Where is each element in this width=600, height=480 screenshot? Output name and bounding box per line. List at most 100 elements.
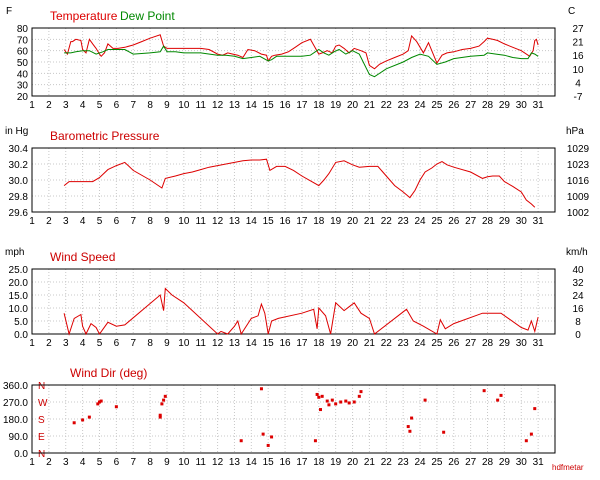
wind-dir-point xyxy=(163,394,167,398)
x-tick-label: 18 xyxy=(313,100,325,111)
wind-dir-point xyxy=(406,425,410,429)
y-tick-label: 25.0 xyxy=(9,265,29,276)
x-tick-label: 31 xyxy=(533,338,545,349)
wind-dir-point xyxy=(261,432,265,436)
wind-dir-point xyxy=(339,400,343,404)
x-tick-label: 11 xyxy=(196,100,207,111)
x-tick-label: 13 xyxy=(229,216,241,227)
wind-dir-point xyxy=(317,395,321,399)
wind-dir-point xyxy=(410,416,414,420)
y-tick-label: 180.0 xyxy=(3,415,28,426)
x-tick-label: 29 xyxy=(499,216,511,227)
x-tick-label: 22 xyxy=(381,457,393,468)
wind-dir-point xyxy=(315,392,319,396)
wind-dir-point xyxy=(160,402,164,406)
x-tick-label: 30 xyxy=(516,100,528,111)
wind-dir-point xyxy=(408,429,412,433)
x-tick-label: 28 xyxy=(482,216,494,227)
right-axis-label: 1009 xyxy=(567,192,590,203)
right-axis-label: 16 xyxy=(572,304,584,315)
wind-dir-point xyxy=(330,398,334,402)
right-unit-label: hPa xyxy=(566,126,584,137)
x-tick-label: 21 xyxy=(364,100,376,111)
y-tick-label: 29.8 xyxy=(9,192,29,203)
x-tick-label: 19 xyxy=(330,457,342,468)
x-tick-label: 10 xyxy=(178,216,190,227)
plot-frame xyxy=(31,147,556,213)
left-unit-label: F xyxy=(6,6,12,17)
x-tick-label: 26 xyxy=(448,216,460,227)
x-tick-label: 9 xyxy=(164,338,170,349)
x-tick-label: 21 xyxy=(364,457,376,468)
x-tick-label: 22 xyxy=(381,216,393,227)
legend-dew-point: Dew Point xyxy=(120,9,175,23)
x-tick-label: 14 xyxy=(246,100,258,111)
y-tick-label: 60 xyxy=(17,47,29,58)
y-tick-label: 20 xyxy=(17,92,29,103)
x-tick-label: 3 xyxy=(63,216,69,227)
x-tick-label: 9 xyxy=(164,216,170,227)
compass-label: S xyxy=(38,415,45,426)
x-tick-label: 12 xyxy=(212,216,224,227)
x-tick-label: 7 xyxy=(130,100,136,111)
x-tick-label: 13 xyxy=(229,457,241,468)
wind-dir-point xyxy=(318,408,322,412)
x-tick-label: 28 xyxy=(482,338,494,349)
x-tick-label: 19 xyxy=(330,100,342,111)
wind-dir-point xyxy=(114,405,118,409)
x-tick-label: 19 xyxy=(330,216,342,227)
x-tick-label: 26 xyxy=(448,457,460,468)
wind-dir-point xyxy=(81,418,85,422)
wind-dir-point xyxy=(158,415,162,419)
x-tick-label: 4 xyxy=(80,457,86,468)
x-tick-label: 22 xyxy=(381,338,393,349)
wind-dir-point xyxy=(270,435,274,439)
wind-dir-point xyxy=(72,421,76,425)
wind-dir-point xyxy=(162,398,166,402)
wind-dir-point xyxy=(482,389,486,393)
wind-dir-point xyxy=(423,398,427,402)
x-tick-label: 20 xyxy=(347,216,359,227)
plot-frame xyxy=(31,268,556,335)
y-tick-label: 0.0 xyxy=(14,449,28,460)
x-tick-label: 12 xyxy=(212,457,224,468)
x-tick-label: 12 xyxy=(212,338,224,349)
x-tick-label: 26 xyxy=(448,338,460,349)
x-tick-label: 1 xyxy=(29,100,35,111)
x-tick-label: 6 xyxy=(114,100,120,111)
x-tick-label: 5 xyxy=(97,216,103,227)
x-tick-label: 1 xyxy=(29,338,35,349)
x-tick-label: 5 xyxy=(97,338,103,349)
x-tick-label: 27 xyxy=(465,457,477,468)
right-axis-label: 10 xyxy=(572,65,584,76)
right-unit-label: C xyxy=(568,6,575,17)
x-tick-label: 31 xyxy=(533,216,545,227)
right-axis-label: 16 xyxy=(572,51,584,62)
plot-frame xyxy=(31,384,556,454)
x-tick-label: 13 xyxy=(229,338,241,349)
y-tick-label: 40 xyxy=(17,69,29,80)
compass-label: W xyxy=(38,398,48,409)
x-tick-label: 27 xyxy=(465,338,477,349)
right-axis-label: 4 xyxy=(575,78,581,89)
x-tick-label: 30 xyxy=(516,338,528,349)
wind-dir-point xyxy=(499,393,503,397)
x-tick-label: 20 xyxy=(347,100,359,111)
legend-temperature: Temperature xyxy=(50,9,118,23)
y-tick-label: 29.6 xyxy=(9,208,29,219)
plot-frame xyxy=(31,27,556,97)
x-tick-label: 8 xyxy=(147,338,153,349)
x-tick-label: 6 xyxy=(114,338,120,349)
x-tick-label: 25 xyxy=(431,457,443,468)
compass-label: N xyxy=(38,381,45,392)
x-tick-label: 27 xyxy=(465,100,477,111)
x-tick-label: 15 xyxy=(263,457,275,468)
y-tick-label: 30 xyxy=(17,81,29,92)
right-axis-label: 24 xyxy=(572,291,584,302)
x-tick-label: 25 xyxy=(431,100,443,111)
x-tick-label: 29 xyxy=(499,100,511,111)
x-tick-label: 10 xyxy=(178,457,190,468)
x-tick-label: 17 xyxy=(296,216,308,227)
